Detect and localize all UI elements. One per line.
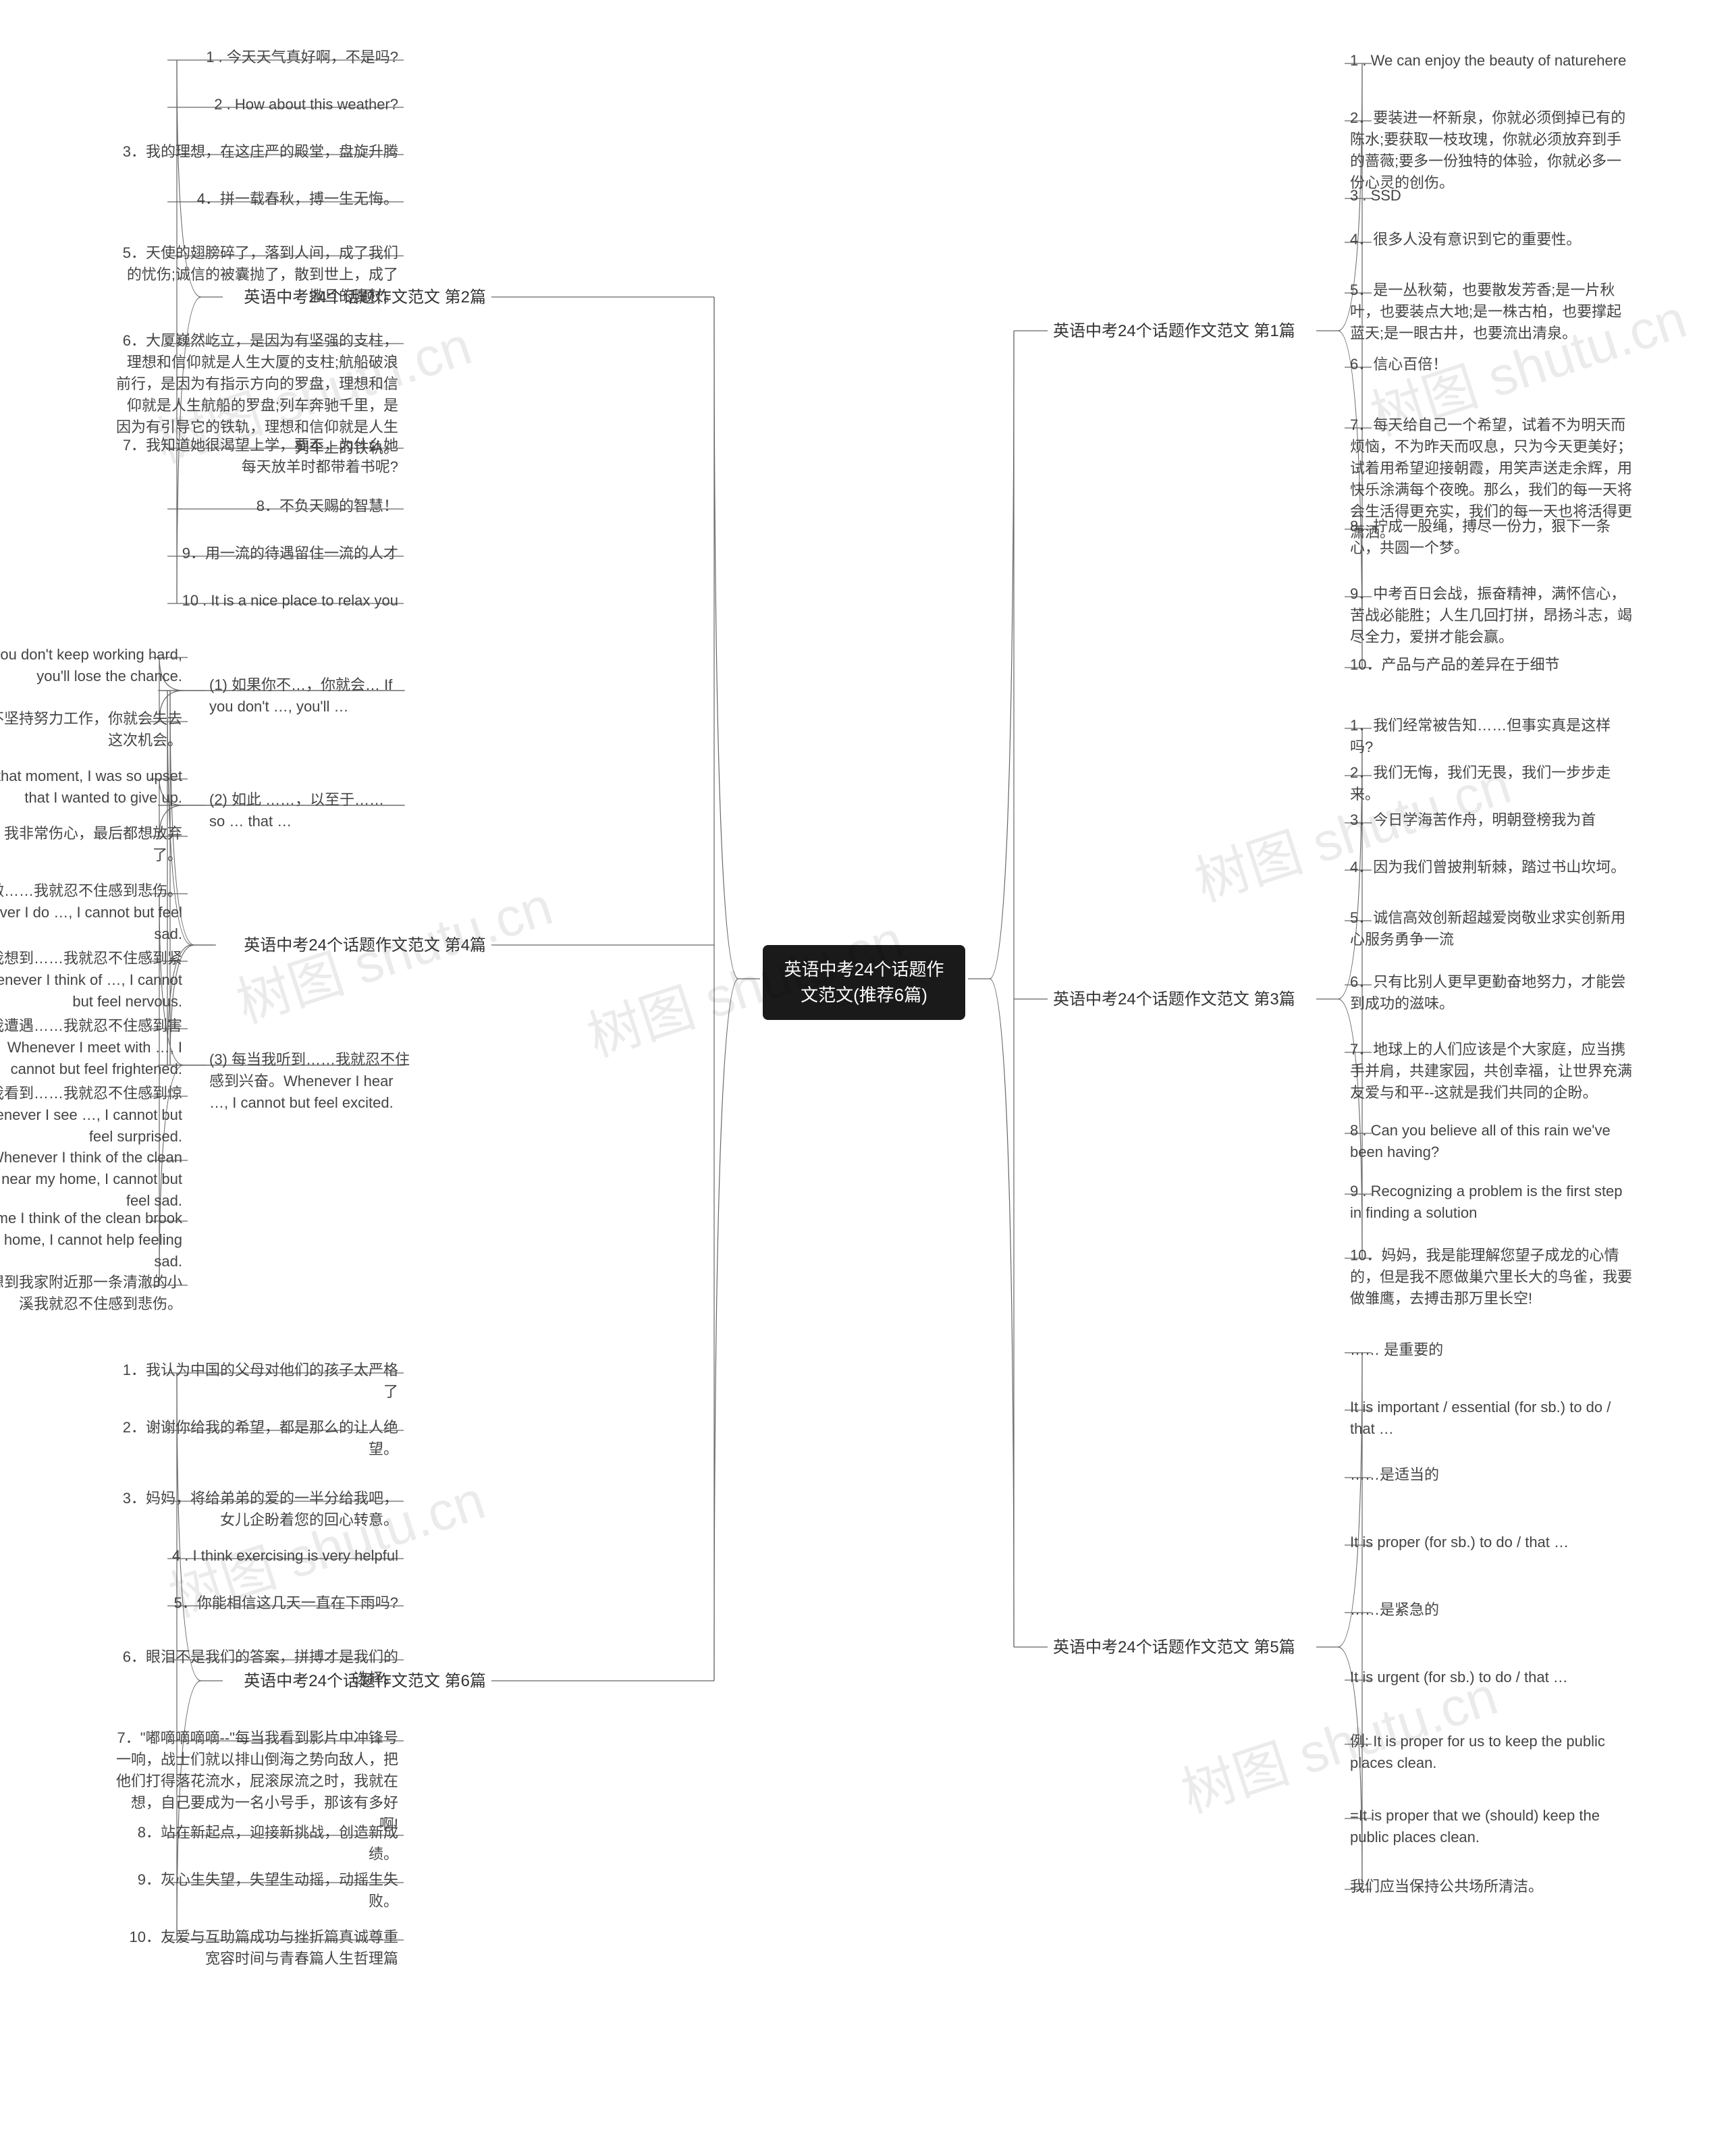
leaf-text: 8 . Can you believe all of this rain we'…: [1350, 1120, 1634, 1163]
leaf-text: 每当我遭遇……我就忍不住感到害怕。Whenever I meet with …,…: [0, 1015, 182, 1080]
leaf-text: 5．天使的翅膀碎了，落到人间，成了我们的忧伤;诚信的被囊抛了，散到世上，成了撒旦…: [115, 242, 398, 307]
leaf-text: 例: At that moment, I was so upset that I…: [0, 765, 182, 809]
leaf-text: 10 . It is a nice place to relax you: [115, 590, 398, 612]
leaf-text: 我们应当保持公共场所清洁。: [1350, 1876, 1543, 1897]
leaf-text: 3．妈妈，将给弟弟的爱的一半分给我吧，女儿企盼着您的回心转意。: [115, 1488, 398, 1531]
leaf-text: 3．今日学海苦作舟，明朝登榜我为首: [1350, 809, 1596, 831]
leaf-text: 4．因为我们曾披荆斩棘，踏过书山坎坷。: [1350, 857, 1625, 878]
branch-label: 英语中考24个话题作文范文 第1篇: [1053, 320, 1295, 344]
leaf-text: 每当我看到……我就忍不住感到惊讶。Whenever I see …, I can…: [0, 1083, 182, 1148]
leaf-text: 2．要装进一杯新泉，你就必须倒掉已有的陈水;要获取一枝玫瑰，你就必须放弃到手的蔷…: [1350, 107, 1634, 194]
leaf-text: 例: It is proper for us to keep the publi…: [1350, 1731, 1634, 1774]
leaf-text: 7．地球上的人们应该是个大家庭，应当携手并肩，共建家园，共创幸福，让世界充满友爱…: [1350, 1039, 1634, 1104]
leaf-text: 6．信心百倍！: [1350, 354, 1447, 375]
leaf-text: 6．眼泪不是我们的答案，拼搏才是我们的选择。: [115, 1646, 398, 1690]
leaf-text: 10．友爱与互助篇成功与挫折篇真诚尊重宽容时间与青春篇人生哲理篇: [115, 1926, 398, 1970]
leaf-text: 7．我知道她很渴望上学，要不，为什么她每天放羊时都带着书呢?: [115, 435, 398, 478]
leaf-text: 5．是一丛秋菊，也要散发芳香;是一片秋叶，也要装点大地;是一株古柏，也要撑起蓝天…: [1350, 279, 1634, 344]
leaf-text: 10．产品与产品的差异在于细节: [1350, 654, 1559, 676]
branch-label: 英语中考24个话题作文范文 第5篇: [1053, 1636, 1295, 1660]
leaf-text: 每当我想到我家附近那一条清澈的小溪我就忍不住感到悲伤。: [0, 1272, 182, 1315]
sub-branch-label: (2) 如此 ……，以至于…… so … that …: [209, 789, 398, 832]
leaf-text: It is proper (for sb.) to do / that …: [1350, 1532, 1569, 1553]
leaf-text: …… 是重要的: [1350, 1339, 1443, 1361]
leaf-text: 9．灰心生失望，失望生动摇，动摇生失败。: [115, 1869, 398, 1912]
leaf-text: 2．我们无悔，我们无畏，我们一步步走来。: [1350, 762, 1634, 805]
leaf-text: 当时，我非常伤心，最后都想放弃了。: [0, 823, 182, 866]
leaf-text: 8．不负天赐的智慧！: [115, 495, 398, 517]
leaf-text: =It is proper that we (should) keep the …: [1350, 1805, 1634, 1848]
leaf-text: 1．我认为中国的父母对他们的孩子太严格了: [115, 1359, 398, 1403]
leaf-text: 8．拧成一股绳，搏尽一份力，狠下一条心，共圆一个梦。: [1350, 516, 1634, 559]
leaf-text: It is urgent (for sb.) to do / that …: [1350, 1667, 1568, 1688]
leaf-text: 4 . I think exercising is very helpful: [115, 1545, 398, 1567]
leaf-text: 每当我做……我就忍不住感到悲伤。Whenever I do …, I canno…: [0, 880, 182, 945]
leaf-text: 例: Whenever I think of the clean brook n…: [0, 1147, 182, 1212]
leaf-text: 6．只有比别人更早更勤奋地努力，才能尝到成功的滋味。: [1350, 971, 1634, 1015]
leaf-text: 10．妈妈，我是能理解您望子成龙的心情的，但是我不愿做巢穴里长大的鸟雀，我要做雏…: [1350, 1245, 1634, 1310]
leaf-text: ……是适当的: [1350, 1464, 1439, 1486]
leaf-text: 5．你能相信这几天一直在下雨吗?: [115, 1592, 398, 1614]
leaf-text: 3 . SSD: [1350, 185, 1401, 207]
branch-label: 英语中考24个话题作文范文 第3篇: [1053, 988, 1295, 1012]
sub-branch-label: (3) 每当我听到……我就忍不住感到兴奋。Whenever I hear …, …: [209, 1049, 412, 1114]
leaf-text: 例: If you don't keep working hard, you'l…: [0, 644, 182, 687]
leaf-text: 每当我想到……我就忍不住感到紧张。Whenever I think of …, …: [0, 948, 182, 1013]
leaf-text: 1．我们经常被告知……但事实真是这样吗?: [1350, 715, 1634, 758]
leaf-text: 3．我的理想，在这庄严的殿堂，盘旋升腾: [115, 141, 398, 163]
leaf-text: 如果你不坚持努力工作，你就会失去这次机会。: [0, 708, 182, 751]
leaf-text: 1 . 今天天气真好啊，不是吗?: [115, 47, 398, 68]
leaf-text: 9．用一流的待遇留住一流的人才: [115, 543, 398, 564]
leaf-text: ……是紧急的: [1350, 1599, 1439, 1621]
sub-branch-label: (1) 如果你不…，你就会… If you don't …, you'll …: [209, 674, 398, 718]
leaf-text: 9．中考百日会战，振奋精神，满怀信心，苦战必能胜；人生几回打拼，昂扬斗志，竭尽全…: [1350, 583, 1634, 648]
center-node: 英语中考24个话题作文范文(推荐6篇): [763, 945, 965, 1020]
leaf-text: 1 . We can enjoy the beauty of natureher…: [1350, 50, 1626, 72]
leaf-text: 9 . Recognizing a problem is the first s…: [1350, 1181, 1634, 1224]
leaf-text: 2 . How about this weather?: [115, 94, 398, 115]
leaf-text: 5．诚信高效创新超越爱岗敬业求实创新用心服务勇争一流: [1350, 907, 1634, 950]
branch-label: 英语中考24个话题作文范文 第4篇: [216, 934, 486, 958]
leaf-text: 2．谢谢你给我的希望，都是那么的让人绝望。: [115, 1417, 398, 1460]
leaf-text: = Every time I think of the clean brook …: [0, 1208, 182, 1272]
leaf-text: 4．拼一载春秋，搏一生无悔。: [115, 188, 398, 210]
leaf-text: 7．"嘟嘀嘀嘀嘀--"每当我看到影片中冲锋号一响，战士们就以排山倒海之势向敌人，…: [115, 1727, 398, 1835]
leaf-text: 4．很多人没有意识到它的重要性。: [1350, 229, 1581, 250]
leaf-text: It is important / essential (for sb.) to…: [1350, 1397, 1634, 1440]
leaf-text: 8．站在新起点，迎接新挑战，创造新成绩。: [115, 1822, 398, 1865]
